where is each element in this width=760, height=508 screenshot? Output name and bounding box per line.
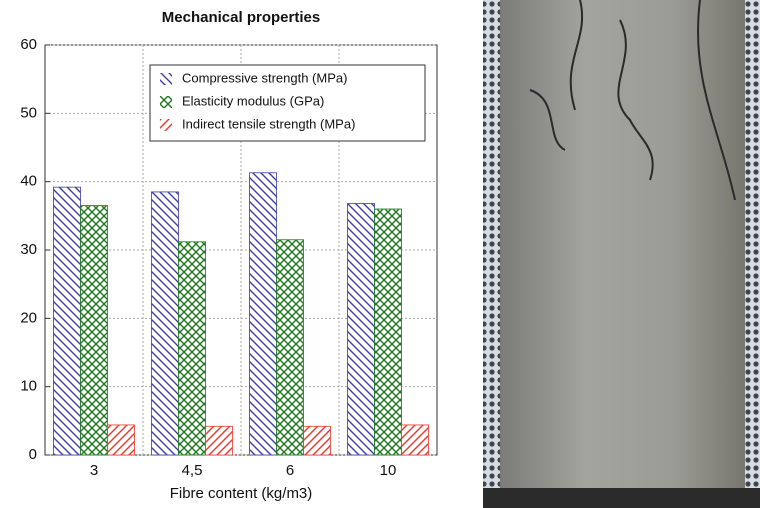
bar <box>178 241 206 456</box>
chart-title: Mechanical properties <box>162 9 320 26</box>
bar <box>276 239 304 456</box>
bar <box>107 424 135 456</box>
y-tick-label: 20 <box>20 309 37 326</box>
y-tick-label: 60 <box>20 36 37 53</box>
bar <box>80 205 108 456</box>
legend-label: Indirect tensile strength (MPa) <box>182 116 355 131</box>
legend-swatch <box>160 73 172 85</box>
x-axis-title: Fibre content (kg/m3) <box>170 485 313 502</box>
y-tick-label: 40 <box>20 173 37 190</box>
y-tick-label: 30 <box>20 241 37 258</box>
bar <box>205 425 233 456</box>
x-tick-label: 6 <box>286 462 294 479</box>
legend-swatch <box>160 96 172 108</box>
bar <box>151 191 179 456</box>
bar <box>303 425 331 456</box>
y-tick-label: 0 <box>29 446 37 463</box>
y-tick-label: 10 <box>20 378 37 395</box>
bar <box>374 208 402 456</box>
bar <box>249 172 277 456</box>
legend-box <box>149 64 426 142</box>
x-tick-label: 10 <box>380 462 397 479</box>
specimen-photo <box>483 0 760 508</box>
y-tick-label: 50 <box>20 104 37 121</box>
legend-label: Compressive strength (MPa) <box>182 70 347 85</box>
legend-swatch <box>160 119 172 131</box>
x-tick-label: 4,5 <box>182 462 203 479</box>
bar <box>347 203 375 456</box>
x-tick-label: 3 <box>90 462 98 479</box>
bar <box>53 186 81 456</box>
bar <box>401 424 429 456</box>
legend-label: Elasticity modulus (GPa) <box>182 93 324 108</box>
